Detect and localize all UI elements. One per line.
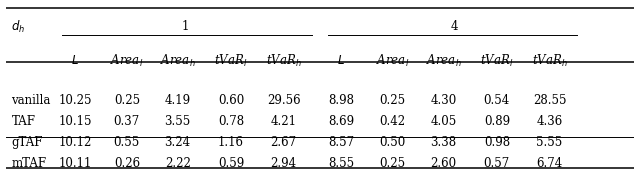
Text: 28.55: 28.55 bbox=[533, 94, 566, 107]
Text: 1.16: 1.16 bbox=[218, 136, 244, 149]
Text: 0.25: 0.25 bbox=[380, 94, 406, 107]
Text: tVaR$_h$: tVaR$_h$ bbox=[266, 53, 301, 69]
Text: Area$_h$: Area$_h$ bbox=[426, 53, 461, 69]
Text: 0.55: 0.55 bbox=[114, 136, 140, 149]
Text: 0.54: 0.54 bbox=[484, 94, 510, 107]
Text: vanilla: vanilla bbox=[12, 94, 51, 107]
Text: 0.37: 0.37 bbox=[114, 115, 140, 128]
Text: $d_h$: $d_h$ bbox=[12, 19, 26, 35]
Text: 10.25: 10.25 bbox=[59, 94, 92, 107]
Text: 0.59: 0.59 bbox=[218, 157, 244, 170]
Text: tVaR$_h$: tVaR$_h$ bbox=[532, 53, 568, 69]
Text: $L$: $L$ bbox=[72, 54, 79, 67]
Text: 8.55: 8.55 bbox=[328, 157, 355, 170]
Text: 8.98: 8.98 bbox=[328, 94, 355, 107]
Text: 10.11: 10.11 bbox=[59, 157, 92, 170]
Text: 0.89: 0.89 bbox=[484, 115, 510, 128]
Text: 3.38: 3.38 bbox=[431, 136, 456, 149]
Text: 0.60: 0.60 bbox=[218, 94, 244, 107]
Text: 2.60: 2.60 bbox=[431, 157, 456, 170]
Text: 4.05: 4.05 bbox=[431, 115, 457, 128]
Text: 0.42: 0.42 bbox=[380, 115, 406, 128]
Text: 29.56: 29.56 bbox=[267, 94, 300, 107]
Text: 4.36: 4.36 bbox=[536, 115, 563, 128]
Text: 2.22: 2.22 bbox=[164, 157, 191, 170]
Text: Area$_l$: Area$_l$ bbox=[110, 53, 143, 69]
Text: 5.55: 5.55 bbox=[536, 136, 563, 149]
Text: 3.55: 3.55 bbox=[164, 115, 191, 128]
Text: tVaR$_l$: tVaR$_l$ bbox=[214, 53, 248, 69]
Text: 8.57: 8.57 bbox=[328, 136, 355, 149]
Text: $L$: $L$ bbox=[337, 54, 345, 67]
Text: 8.69: 8.69 bbox=[328, 115, 355, 128]
Text: 10.12: 10.12 bbox=[59, 136, 92, 149]
Text: gTAF: gTAF bbox=[12, 136, 43, 149]
Text: 3.24: 3.24 bbox=[164, 136, 191, 149]
Text: mTAF: mTAF bbox=[12, 157, 47, 170]
Text: 0.78: 0.78 bbox=[218, 115, 244, 128]
Text: 0.25: 0.25 bbox=[380, 157, 406, 170]
Text: 4: 4 bbox=[451, 20, 459, 33]
Text: 1: 1 bbox=[182, 20, 189, 33]
Text: 0.26: 0.26 bbox=[114, 157, 140, 170]
Text: 0.57: 0.57 bbox=[484, 157, 510, 170]
Text: Area$_l$: Area$_l$ bbox=[376, 53, 410, 69]
Text: 2.94: 2.94 bbox=[271, 157, 297, 170]
Text: 4.21: 4.21 bbox=[271, 115, 296, 128]
Text: 0.25: 0.25 bbox=[114, 94, 140, 107]
Text: Area$_h$: Area$_h$ bbox=[160, 53, 195, 69]
Text: 6.74: 6.74 bbox=[536, 157, 563, 170]
Text: 0.98: 0.98 bbox=[484, 136, 510, 149]
Text: tVaR$_l$: tVaR$_l$ bbox=[480, 53, 513, 69]
Text: TAF: TAF bbox=[12, 115, 35, 128]
Text: 2.67: 2.67 bbox=[271, 136, 297, 149]
Text: 10.15: 10.15 bbox=[59, 115, 92, 128]
Text: 4.30: 4.30 bbox=[431, 94, 457, 107]
Text: 4.19: 4.19 bbox=[164, 94, 191, 107]
Text: 0.50: 0.50 bbox=[380, 136, 406, 149]
